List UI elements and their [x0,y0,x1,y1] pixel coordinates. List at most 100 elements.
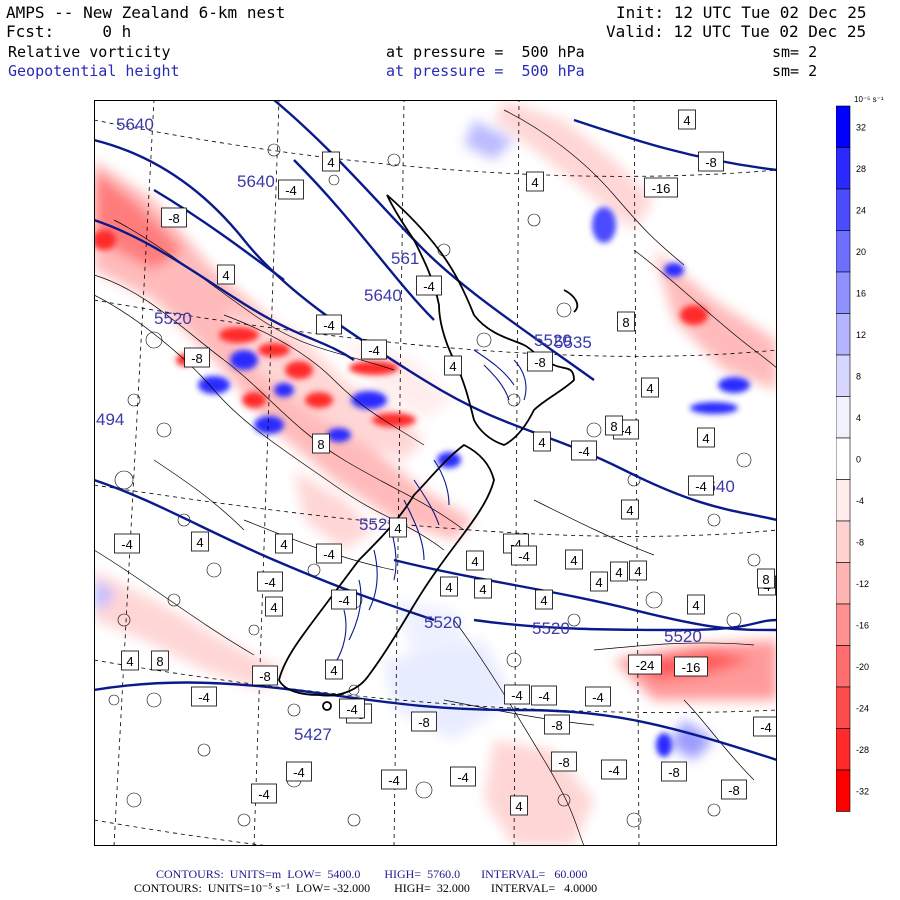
svg-text:-4: -4 [338,593,350,608]
vorticity-label: -4 [331,589,357,610]
vorticity-label: -8 [252,665,278,686]
vorticity-label: -4 [688,475,714,496]
vorticity-label: -4 [416,275,442,296]
svg-text:-8: -8 [534,355,546,370]
vorticity-label: 8 [617,311,635,332]
svg-text:-4: -4 [293,765,305,780]
vorticity-label: 8 [757,568,775,589]
svg-text:-4: -4 [538,689,550,704]
vorticity-label: 4 [389,517,407,538]
svg-text:4: 4 [445,580,452,595]
vorticity-label: 4 [641,377,659,398]
vorticity-label: -8 [698,151,724,172]
vorticity-label: -4 [316,314,342,335]
vorticity-label: -16 [644,177,678,198]
vorticity-label: -4 [361,339,387,360]
svg-text:-8: -8 [728,783,740,798]
svg-text:4: 4 [683,113,690,128]
vorticity-label: 4 [191,531,209,552]
color-bar-cell [836,354,851,397]
vorticity-label: 4 [697,427,715,448]
svg-text:-8: -8 [668,765,680,780]
latlon-grid [94,100,777,846]
svg-text:-4: -4 [518,549,530,564]
vorticity-label: -4 [286,761,312,782]
color-bar-ticks: 32 28 24 20 16 12 8 4 0 -4 -8 -12 -16 -20 -24 -28 -32 [856,123,869,797]
svg-text:8: 8 [622,315,629,330]
vorticity-label: 4 [440,576,458,597]
svg-text:-4: -4 [760,720,772,735]
vorticity-label: 4 [610,561,628,582]
svg-text:4: 4 [646,381,653,396]
svg-text:4: 4 [595,575,602,590]
color-bar-tick: -28 [856,745,869,755]
vorticity-label: 4 [535,589,553,610]
vorticity-label: -4 [339,698,365,719]
color-bar-cell [836,520,851,563]
color-bar-tick: 0 [856,455,861,465]
footer-vorticity-contours: CONTOURS: UNITS=10⁻⁵ s⁻¹ LOW= -32.000 HI… [134,881,598,895]
vorticity-label: -16 [674,656,708,677]
svg-text:-4: -4 [388,773,400,788]
vorticity-label: -8 [184,347,210,368]
vorticity-label: 4 [629,560,647,581]
svg-text:-16: -16 [682,660,701,675]
svg-text:4: 4 [449,359,456,374]
svg-text:-4: -4 [346,702,358,717]
svg-text:4: 4 [626,503,633,518]
color-bar-cell [836,437,851,480]
svg-text:-8: -8 [558,755,570,770]
svg-text:-4: -4 [323,318,335,333]
svg-text:-8: -8 [705,155,717,170]
vorticity-label: 4 [444,355,462,376]
field2-name: Geopotential height [8,62,180,80]
color-bar-tick: -16 [856,621,869,631]
color-bar-tick: -20 [856,662,869,672]
svg-text:8: 8 [610,419,617,434]
color-bar-cell [836,562,851,605]
color-bar-cell [836,479,851,522]
vorticity-label: 4 [466,550,484,571]
svg-text:4: 4 [270,600,277,615]
color-bar-cell [836,230,851,273]
color-bar-tick: -4 [856,496,864,506]
vorticity-label: -4 [531,685,557,706]
vorticity-label: 4 [325,659,343,680]
svg-text:-4: -4 [121,537,133,552]
vorticity-label: -4 [114,533,140,554]
vorticity-label: -8 [544,714,570,735]
svg-text:8: 8 [762,572,769,587]
svg-text:-4: -4 [264,575,276,590]
forecast-hour: Fcst: 0 h [6,22,132,41]
vorticity-label: 4 [565,549,583,570]
vorticity-label: 4 [322,151,340,172]
svg-text:4: 4 [540,593,547,608]
vorticity-label: -4 [191,686,217,707]
color-bar-cell [836,769,851,812]
map-frame [94,100,777,846]
color-bar-tick: -32 [856,787,869,797]
field1-name: Relative vorticity [8,43,171,61]
svg-text:-8: -8 [259,669,271,684]
svg-text:-4: -4 [695,479,707,494]
vorticity-map: 5640 5640 5640 561 5520 5520 5520 5520 5… [94,100,777,846]
vorticity-label: -24 [628,654,662,675]
height-label: 5520 [154,309,192,328]
svg-text:-4: -4 [323,547,335,562]
vorticity-label: 8 [605,415,623,436]
svg-text:-4: -4 [510,537,522,552]
vorticity-label: -4 [504,684,530,705]
color-bar-cell [836,686,851,729]
vorticity-label: -4 [601,759,627,780]
color-bar-cell [836,603,851,646]
svg-text:-4: -4 [608,763,620,778]
svg-text:4: 4 [280,537,287,552]
height-label: 5520 [534,331,572,350]
height-label: 5535 [554,333,592,352]
color-bar-tick: 16 [856,289,866,299]
svg-text:4: 4 [471,554,478,569]
color-bar-tick: 12 [856,330,866,340]
color-bar-cell [836,271,851,314]
vorticity-label: -4 [585,686,611,707]
svg-text:8: 8 [156,654,163,669]
